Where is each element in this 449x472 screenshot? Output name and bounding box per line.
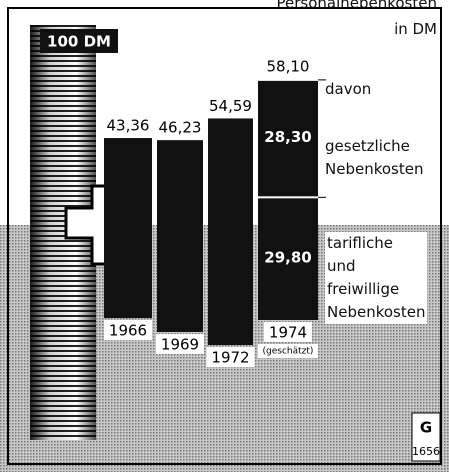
segment-name: tarifliche und freiwillige Nebenkosten bbox=[325, 232, 427, 324]
value-label: 43,36 bbox=[107, 117, 150, 135]
bar bbox=[104, 138, 152, 318]
category-label: 1969 bbox=[161, 336, 199, 354]
logo-letter: G bbox=[420, 419, 432, 437]
value-label: 58,10 bbox=[267, 57, 310, 75]
chart-subtitle: in DM bbox=[394, 18, 437, 41]
category-label: 1966 bbox=[109, 322, 147, 340]
page: 100 DM G 1656 43,36 1966 46,23 1969 54,59 197… bbox=[0, 0, 449, 472]
category-label: 1974 bbox=[269, 324, 307, 342]
logo-number: 1656 bbox=[412, 445, 440, 458]
value-label: 54,59 bbox=[209, 97, 252, 115]
reference-label: 100 DM bbox=[47, 33, 111, 51]
breakdown-title: davon bbox=[325, 78, 371, 101]
bar bbox=[208, 118, 253, 345]
value-label: 46,23 bbox=[159, 119, 202, 137]
segment-label: 28,30 bbox=[264, 128, 311, 146]
category-label: 1972 bbox=[211, 349, 249, 367]
chart-title: Personalnebenkosten bbox=[276, 0, 437, 15]
bar bbox=[157, 140, 203, 332]
segment-label: 29,80 bbox=[264, 249, 311, 267]
segment-name: gesetzliche Nebenkosten bbox=[325, 135, 440, 181]
category-note: (geschätzt) bbox=[263, 347, 314, 357]
